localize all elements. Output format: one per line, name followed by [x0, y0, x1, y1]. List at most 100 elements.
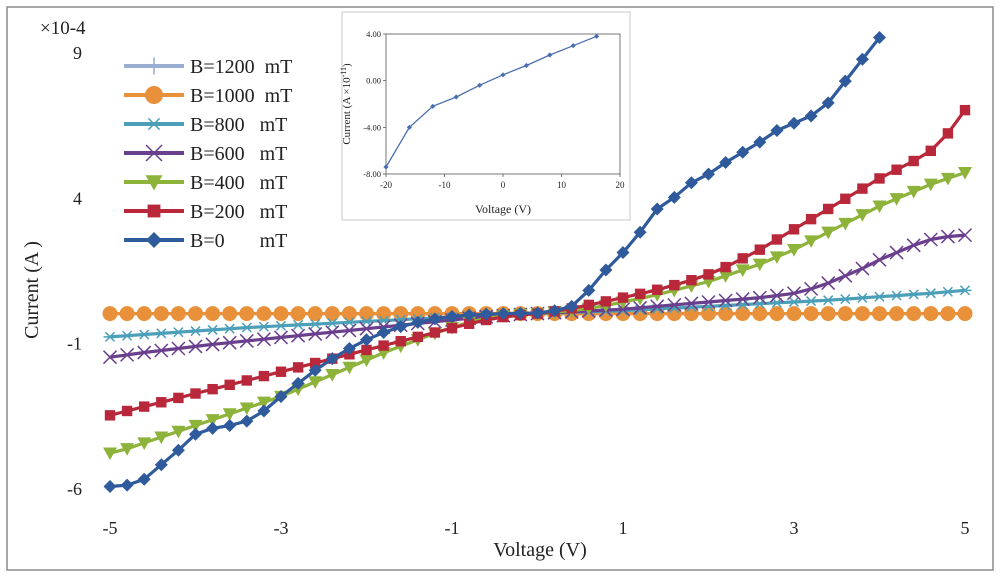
data-point: [154, 458, 168, 472]
data-point: [189, 427, 202, 441]
inset-x-tick-label: 10: [557, 180, 567, 190]
data-point: [701, 294, 716, 310]
series-line: [109, 36, 881, 489]
data-point: [820, 306, 836, 322]
data-point: [171, 425, 186, 439]
data-point: [360, 316, 373, 327]
data-point: [257, 321, 271, 332]
data-point: [667, 190, 681, 204]
legend-swatch-marker: [145, 57, 163, 75]
inset-x-tick-label: -10: [439, 180, 451, 190]
data-point: [942, 128, 954, 139]
data-point: [906, 306, 922, 322]
data-point: [752, 306, 768, 322]
data-point: [855, 292, 869, 303]
data-point: [804, 296, 818, 307]
inset-series-group: [383, 33, 600, 170]
data-point: [752, 290, 767, 305]
data-point: [171, 327, 185, 338]
data-point: [273, 330, 289, 345]
data-point: [565, 299, 579, 313]
data-point: [104, 410, 116, 421]
data-point: [805, 213, 817, 225]
data-point: [137, 472, 151, 486]
data-point: [102, 306, 118, 322]
data-point: [821, 96, 835, 110]
data-point: [325, 369, 340, 382]
data-point: [838, 217, 853, 231]
data-point: [154, 328, 168, 339]
x-axis-label: Voltage (V): [493, 539, 587, 561]
data-point: [735, 306, 751, 322]
data-point: [684, 176, 698, 190]
data-point: [342, 361, 357, 375]
data-point: [325, 352, 339, 366]
data-point: [342, 323, 357, 338]
data-point: [222, 335, 237, 350]
data-point: [205, 306, 221, 322]
data-point: [889, 306, 905, 322]
data-point: [359, 321, 374, 336]
data-point: [360, 333, 373, 347]
data-point: [275, 366, 287, 377]
data-point: [719, 155, 733, 169]
data-point: [207, 383, 218, 395]
data-point: [701, 306, 716, 322]
data-point: [855, 52, 869, 66]
inset-x-axis-label: Voltage (V): [475, 202, 531, 216]
data-point: [821, 226, 836, 240]
data-point: [854, 306, 870, 322]
data-point: [513, 306, 527, 320]
data-point: [223, 419, 237, 433]
data-point: [941, 286, 955, 297]
data-point: [770, 123, 784, 137]
legend-item: B=0 mT: [124, 230, 287, 252]
data-point: [256, 306, 272, 322]
legend-swatch-marker: [145, 144, 163, 162]
data-point: [291, 319, 305, 331]
data-point: [737, 253, 748, 264]
data-point: [616, 246, 630, 260]
inset-y-tick-label: 4.00: [366, 29, 381, 39]
data-point: [445, 310, 459, 324]
data-point: [650, 202, 664, 216]
data-point: [872, 252, 887, 267]
data-point: [633, 225, 647, 239]
data-point: [735, 264, 750, 277]
data-point: [736, 145, 750, 159]
data-point: [139, 401, 150, 412]
data-point: [923, 306, 939, 322]
inset-tick-labels: -20 -10 0 10 20 4.00 0.00 -4.00 -8.00: [363, 29, 625, 190]
inset-x-tick-label: 0: [501, 180, 506, 190]
data-point: [786, 286, 802, 301]
data-point: [855, 261, 870, 276]
data-point: [837, 306, 853, 322]
data-point: [154, 431, 169, 445]
data-point: [683, 306, 699, 322]
data-point: [359, 306, 374, 322]
legend-swatch-marker: [145, 86, 163, 104]
inset-data-point: [477, 82, 483, 88]
data-point: [308, 326, 323, 341]
x-tick-label: -3: [274, 518, 289, 538]
x-tick-label: 1: [619, 518, 628, 538]
data-point: [171, 443, 185, 457]
legend-swatch-marker: [146, 117, 162, 131]
data-point: [923, 178, 938, 192]
figure-border: [6, 6, 994, 571]
data-point: [188, 306, 203, 322]
data-point: [274, 320, 288, 331]
data-point: [735, 292, 750, 307]
data-point: [307, 306, 323, 322]
data-point: [256, 332, 271, 347]
data-point: [769, 251, 784, 264]
data-point: [274, 389, 288, 403]
data-point: [205, 414, 220, 427]
data-point: [137, 329, 151, 340]
data-point: [855, 209, 870, 222]
data-point: [582, 283, 596, 297]
data-point: [103, 480, 117, 494]
data-point: [188, 339, 203, 354]
data-point: [600, 296, 612, 307]
